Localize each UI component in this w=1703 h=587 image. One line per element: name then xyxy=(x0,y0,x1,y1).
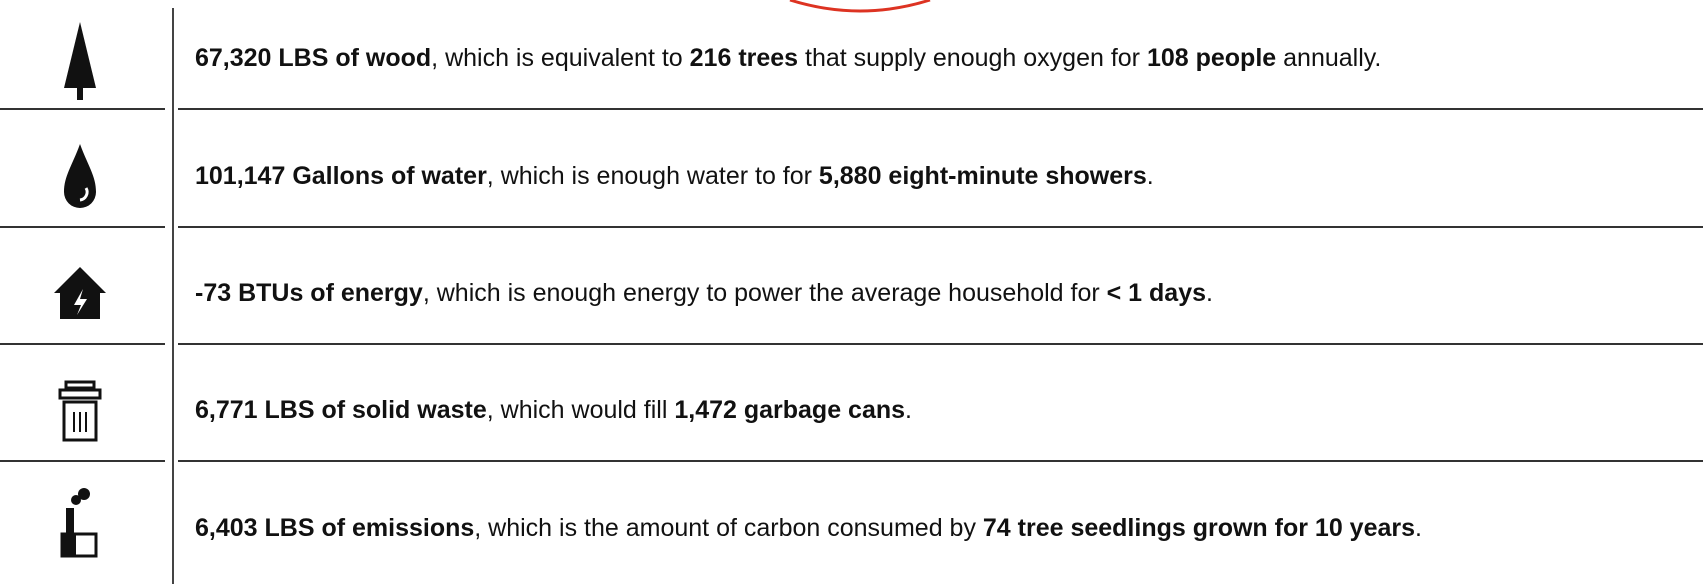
text: , which would fill xyxy=(486,396,675,424)
water-icon xyxy=(64,144,96,208)
impact-row: -73 BTUs of energy, which is enough ener… xyxy=(195,235,1693,352)
row-divider xyxy=(178,343,1703,345)
bold-text: 6,771 LBS of solid waste xyxy=(195,396,487,424)
text: , which is the amount of carbon consumed… xyxy=(474,514,983,542)
text: . xyxy=(1146,162,1154,190)
bold-text: 67,320 LBS of wood xyxy=(195,44,432,72)
impact-row: 6,403 LBS of emissions, which is the amo… xyxy=(195,470,1693,587)
text: . xyxy=(1206,279,1213,307)
impact-row: 67,320 LBS of wood, which is equivalent … xyxy=(195,0,1693,117)
text: that supply enough oxygen for xyxy=(798,44,1147,72)
row-divider xyxy=(0,108,165,110)
bold-text: 101,147 Gallons of water xyxy=(195,162,487,190)
tree-icon xyxy=(64,22,96,100)
bold-text: 108 people xyxy=(1146,44,1277,72)
waste-icon xyxy=(58,380,102,442)
bold-text: < 1 days xyxy=(1106,279,1207,307)
bold-text: 5,880 eight-minute showers xyxy=(818,162,1147,190)
row-divider xyxy=(0,226,165,228)
bold-text: 1,472 garbage cans xyxy=(674,396,906,424)
row-divider xyxy=(178,226,1703,228)
red-circle xyxy=(789,0,931,13)
row-divider xyxy=(0,460,165,462)
column-divider xyxy=(172,8,174,584)
energy-icon xyxy=(54,267,106,319)
text: . xyxy=(1415,514,1422,542)
bold-text: 6,403 LBS of emissions xyxy=(195,514,475,542)
text: , which is enough energy to power the av… xyxy=(422,279,1107,307)
impact-row: 101,147 Gallons of water, which is enoug… xyxy=(195,118,1693,235)
row-divider xyxy=(0,343,165,345)
bold-text: 74 tree seedlings grown for 10 years xyxy=(982,514,1416,542)
impact-row: 6,771 LBS of solid waste, which would fi… xyxy=(195,352,1693,469)
bold-text: 216 trees xyxy=(689,44,799,72)
text: , which is equivalent to xyxy=(431,44,690,72)
text: , which is enough water to for xyxy=(486,162,819,190)
row-divider xyxy=(178,108,1703,110)
bold-text: -73 BTUs of energy xyxy=(195,279,423,307)
emissions-icon xyxy=(60,488,98,558)
text: annually. xyxy=(1276,44,1382,72)
row-divider xyxy=(178,460,1703,462)
text: . xyxy=(905,396,912,424)
